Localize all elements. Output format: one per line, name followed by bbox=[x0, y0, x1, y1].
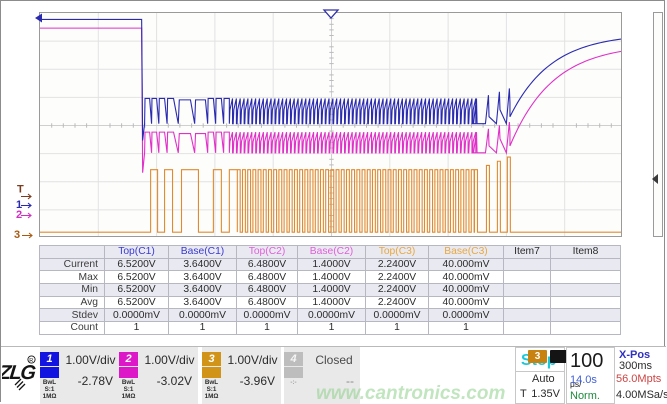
svg-text:R: R bbox=[29, 358, 33, 364]
svg-text:3: 3 bbox=[14, 229, 20, 240]
